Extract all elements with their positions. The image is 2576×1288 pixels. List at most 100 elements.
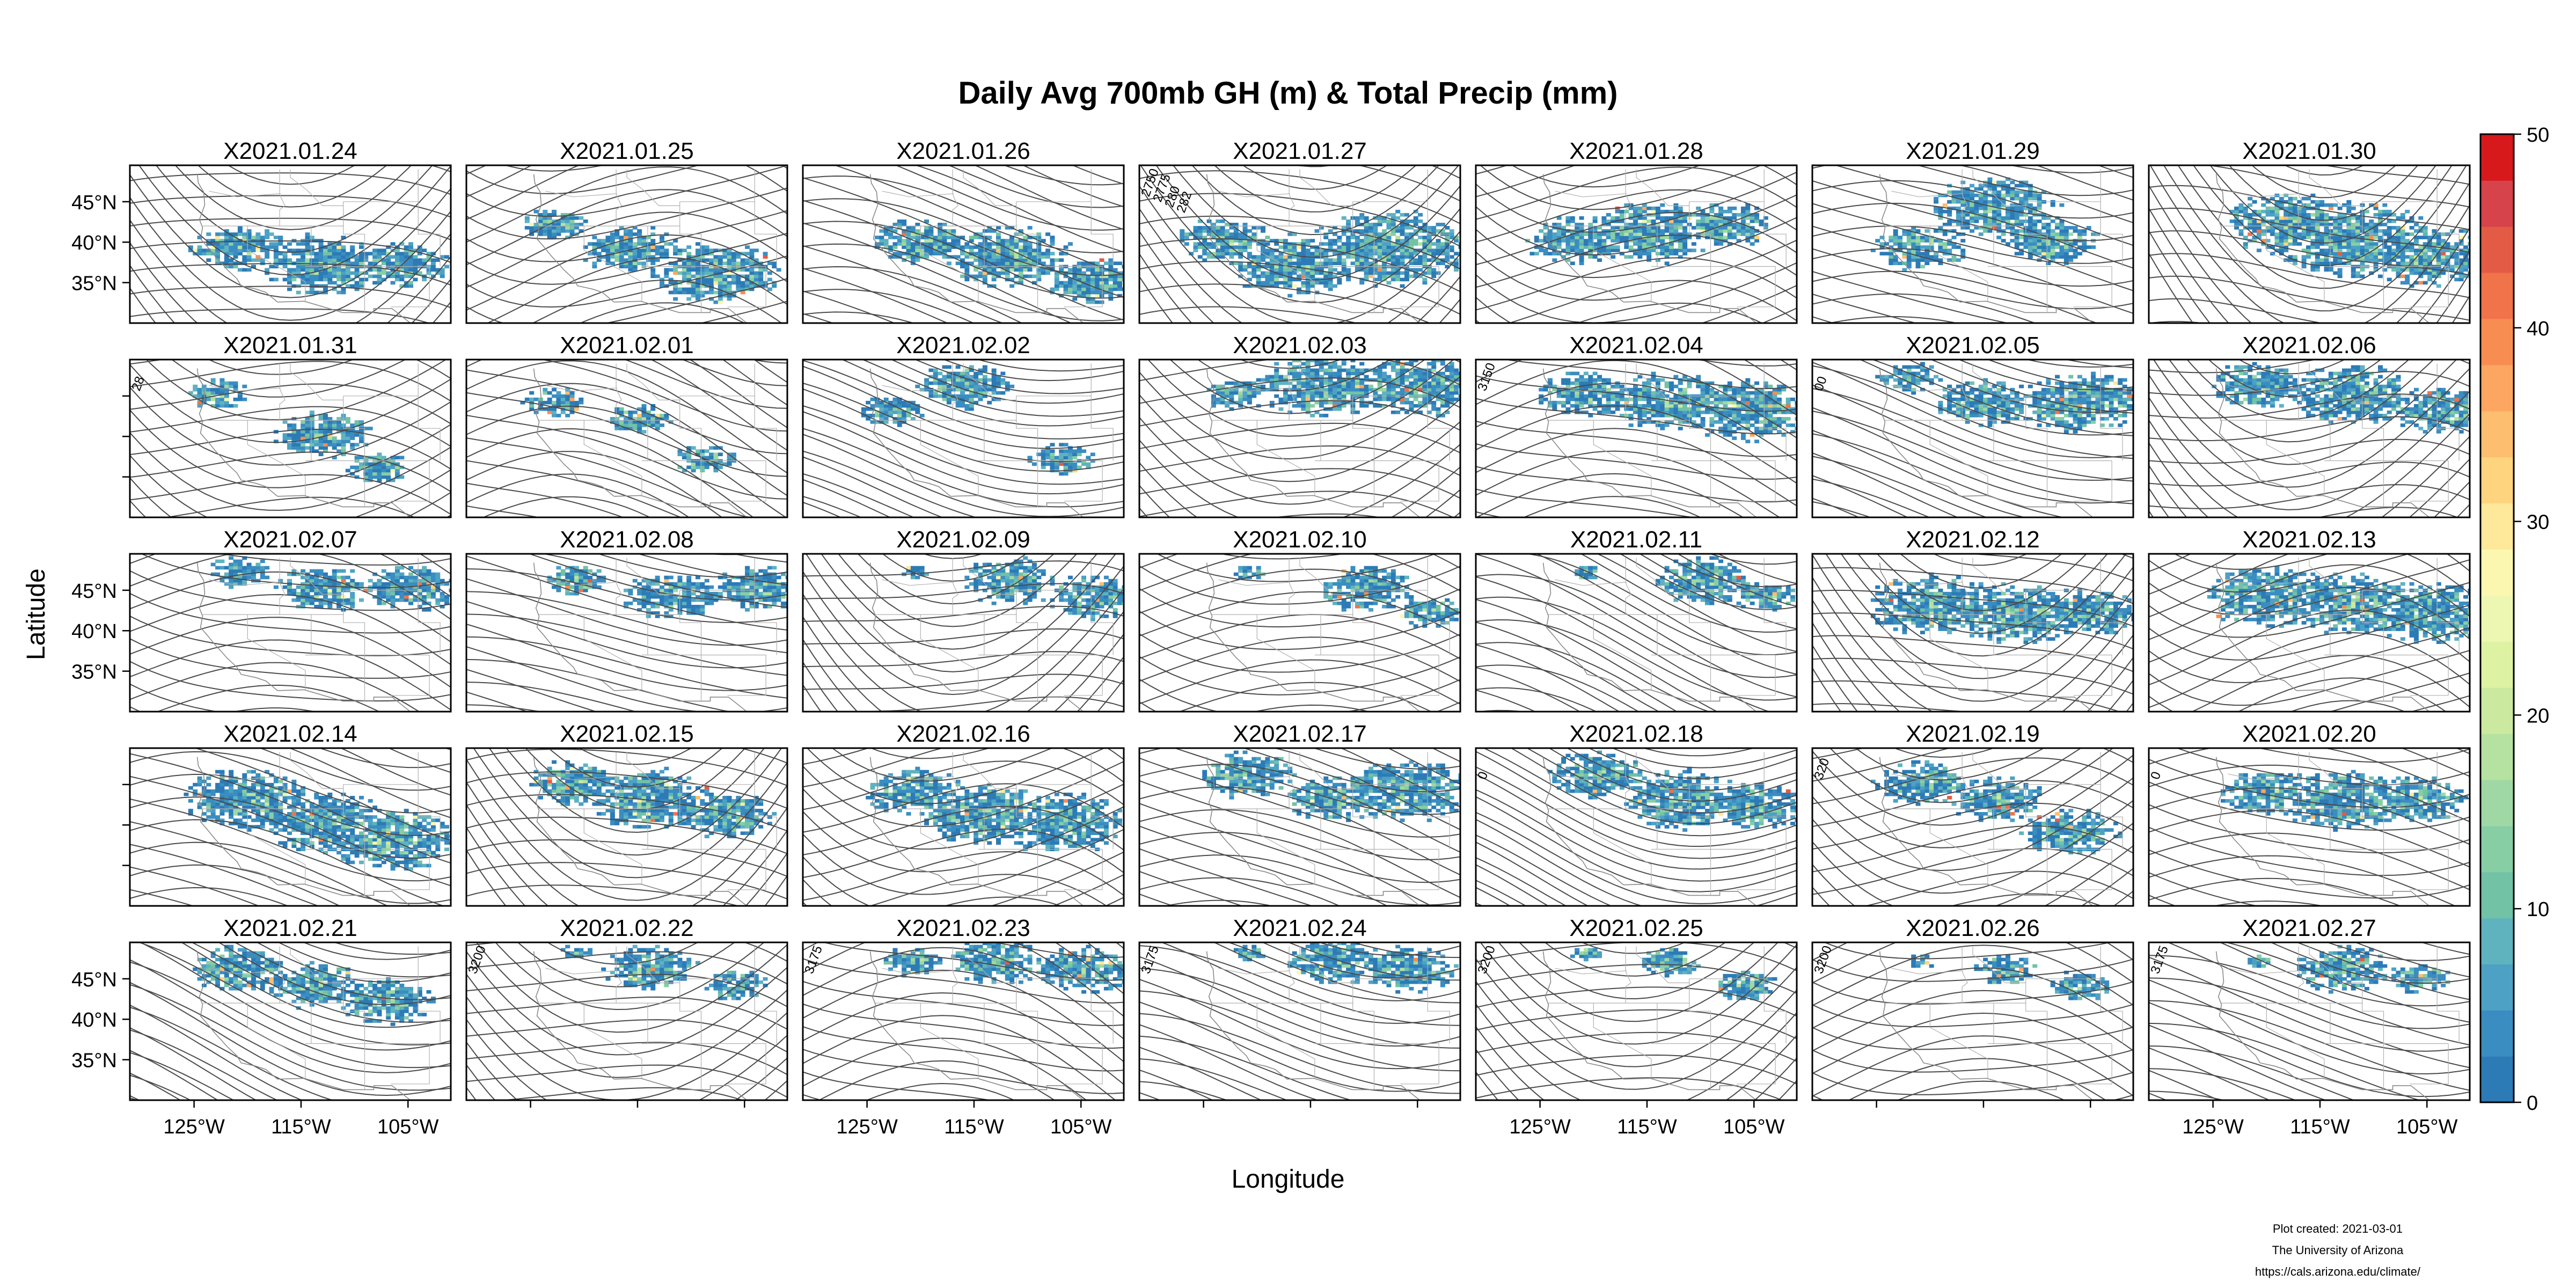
panel: X2021.02.09 — [802, 526, 1125, 713]
panel-title: X2021.02.26 — [1906, 915, 2040, 941]
panel-title: X2021.02.11 — [1570, 526, 1702, 553]
colorbar-swatch — [2480, 411, 2514, 458]
colorbar: 0 10 20 30 40 50 — [2479, 124, 2549, 1115]
colorbar-tick-label: 30 — [2527, 511, 2549, 534]
panel: X2021.01.28 — [1475, 138, 1798, 324]
colorbar-tick-label: 40 — [2527, 318, 2549, 340]
colorbar-swatch — [2480, 964, 2514, 1011]
panel-title: X2021.02.07 — [223, 526, 357, 553]
panel-title: X2021.02.14 — [223, 721, 357, 747]
panel: X2021.02.03 — [1138, 332, 1461, 518]
lon-tick-label: 105°W — [377, 1116, 439, 1138]
colorbar-swatch — [2480, 595, 2514, 642]
panel: X2021.02.10 — [1138, 526, 1461, 713]
contour-label: 3200 — [1811, 944, 1835, 976]
lat-tick-label: 45°N — [71, 192, 117, 214]
panel: X2021.02.15 — [465, 721, 788, 907]
colorbar-swatch — [2480, 733, 2514, 780]
lat-tick-label: 35°N — [71, 273, 117, 295]
panel: X2021.01.25 — [465, 138, 788, 324]
panel: X2021.01.26 — [802, 138, 1125, 324]
panel-title: X2021.02.13 — [2242, 526, 2376, 553]
lon-tick-label: 105°W — [1723, 1116, 1785, 1138]
colorbar-swatch — [2480, 825, 2514, 873]
panel-title: X2021.02.09 — [896, 526, 1030, 553]
panel-title: X2021.02.15 — [560, 721, 694, 747]
panel: X2021.01.24 45°N 40°N 35°N — [71, 138, 452, 324]
panel-title: X2021.01.31 — [223, 332, 357, 358]
lon-tick-label: 115°W — [2290, 1116, 2350, 1138]
colorbar-swatch — [2480, 272, 2514, 319]
panel: X2021.01.29 — [1811, 138, 2134, 324]
contour-label: 0 — [2148, 770, 2164, 781]
panel-title: X2021.02.06 — [2242, 332, 2376, 358]
panel: X2021.02.24 3175 — [1138, 915, 1461, 1108]
panel: X2021.02.11 — [1475, 526, 1798, 713]
panel-title: X2021.01.30 — [2242, 138, 2376, 164]
panel-title: X2021.02.16 — [896, 721, 1030, 747]
lon-tick-label: 125°W — [1509, 1116, 1571, 1138]
colorbar-tick-label: 50 — [2527, 124, 2549, 147]
lat-tick-label: 35°N — [71, 1050, 117, 1072]
colorbar-tick-label: 10 — [2527, 898, 2549, 921]
colorbar-tick-label: 0 — [2527, 1092, 2538, 1115]
panel-title: X2021.02.23 — [896, 915, 1030, 941]
panel: X2021.02.18 0 — [1475, 721, 1798, 907]
x-axis-label: Longitude — [1231, 1165, 1345, 1194]
contour-label: 0 — [1475, 770, 1491, 781]
panel: X2021.02.12 — [1811, 526, 2134, 713]
colorbar-swatch — [2480, 503, 2514, 550]
lat-tick-label: 35°N — [71, 661, 117, 684]
panel-title: X2021.02.04 — [1569, 332, 1703, 358]
colorbar-swatch — [2480, 1056, 2514, 1103]
panel-title: X2021.02.02 — [896, 332, 1030, 358]
panel: X2021.02.14 — [122, 721, 452, 907]
panel-title: X2021.01.24 — [223, 138, 357, 164]
panel-title: X2021.02.05 — [1906, 332, 2040, 358]
panel-title: X2021.02.01 — [560, 332, 694, 358]
colorbar-swatch — [2480, 779, 2514, 826]
lat-tick-label: 45°N — [71, 580, 117, 603]
colorbar-swatch — [2480, 641, 2514, 688]
lon-tick-label: 115°W — [1617, 1116, 1677, 1138]
lat-tick-label: 40°N — [71, 620, 117, 643]
contour-label: 3150 — [1475, 361, 1498, 393]
colorbar-tick-label: 20 — [2527, 705, 2549, 727]
lat-tick-label: 45°N — [71, 969, 117, 991]
colorbar-swatch — [2480, 457, 2514, 504]
panel: X2021.02.17 — [1138, 721, 1461, 907]
panel-title: X2021.02.24 — [1233, 915, 1367, 941]
panel-title: X2021.02.19 — [1906, 721, 2040, 747]
lon-tick-label: 125°W — [836, 1116, 898, 1138]
panel-title: X2021.02.18 — [1569, 721, 1703, 747]
lon-tick-label: 125°W — [2182, 1116, 2244, 1138]
panel: X2021.02.27 3175 125°W 115°W 105°W — [2148, 915, 2471, 1138]
panel: X2021.02.07 45°N 40°N 35°N — [71, 526, 452, 713]
panel: X2021.02.04 3150 — [1475, 332, 1798, 518]
panel: X2021.02.01 — [465, 332, 788, 518]
panel: X2021.02.06 — [2148, 332, 2471, 518]
panel-title: X2021.02.20 — [2242, 721, 2376, 747]
panel-title: X2021.02.27 — [2242, 915, 2376, 941]
colorbar-swatch — [2480, 1010, 2514, 1057]
panel: X2021.02.21 45°N 40°N 35°N 125°W 115°W 105°W — [71, 915, 452, 1138]
colorbar-swatch — [2480, 872, 2514, 919]
colorbar-swatch — [2480, 549, 2514, 596]
colorbar-swatch — [2480, 318, 2514, 365]
colorbar-swatch — [2480, 134, 2514, 181]
colorbar-swatch — [2480, 180, 2514, 227]
panel: X2021.02.13 — [2148, 526, 2471, 713]
panel-title: X2021.01.25 — [560, 138, 694, 164]
panel: X2021.02.22 3200 — [465, 915, 788, 1108]
panel: X2021.02.08 — [465, 526, 788, 713]
panel-title: X2021.02.10 — [1233, 526, 1367, 553]
lon-tick-label: 125°W — [163, 1116, 225, 1138]
contour-label: 3175 — [2148, 944, 2171, 976]
panel-title: X2021.01.28 — [1569, 138, 1703, 164]
